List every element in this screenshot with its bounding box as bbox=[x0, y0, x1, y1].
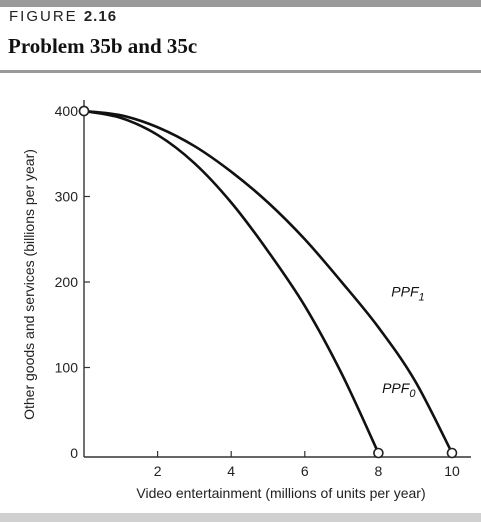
figure-label-prefix: FIGURE bbox=[9, 8, 78, 25]
x-axis-title: Video entertainment (millions of units p… bbox=[136, 485, 425, 501]
x-tick-label-10: 10 bbox=[444, 463, 460, 479]
series-label-PPF0: PPF0 bbox=[382, 380, 416, 400]
x-tick-label-4: 4 bbox=[227, 463, 235, 479]
figure-label: FIGURE 2.16 bbox=[9, 8, 117, 25]
bottom-rule bbox=[0, 513, 481, 522]
x-tick-label-2: 2 bbox=[154, 463, 162, 479]
x-tick-label-8: 8 bbox=[375, 463, 383, 479]
title-rule bbox=[0, 70, 481, 73]
figure-title: Problem 35b and 35c bbox=[8, 34, 198, 58]
y-axis-title: Other goods and services (billions per y… bbox=[21, 149, 37, 420]
y-tick-label-0: 0 bbox=[70, 445, 78, 461]
series-line-PPF0 bbox=[83, 109, 380, 454]
endpoint-marker-PPF1-0-400 bbox=[78, 105, 90, 117]
top-rule bbox=[0, 0, 481, 7]
series-label-PPF1: PPF1 bbox=[391, 284, 424, 304]
figure-number: 2.16 bbox=[83, 8, 118, 25]
y-tick-label-300: 300 bbox=[55, 189, 79, 205]
y-tick-label-100: 100 bbox=[55, 360, 79, 376]
x-tick-label-6: 6 bbox=[301, 463, 309, 479]
y-tick-label-200: 200 bbox=[55, 274, 79, 290]
endpoint-marker-PPF1-10-0 bbox=[446, 447, 458, 459]
series-line-PPF1 bbox=[83, 109, 454, 454]
endpoint-marker-PPF0-8-0 bbox=[373, 447, 384, 459]
y-tick-label-400: 400 bbox=[55, 103, 79, 119]
